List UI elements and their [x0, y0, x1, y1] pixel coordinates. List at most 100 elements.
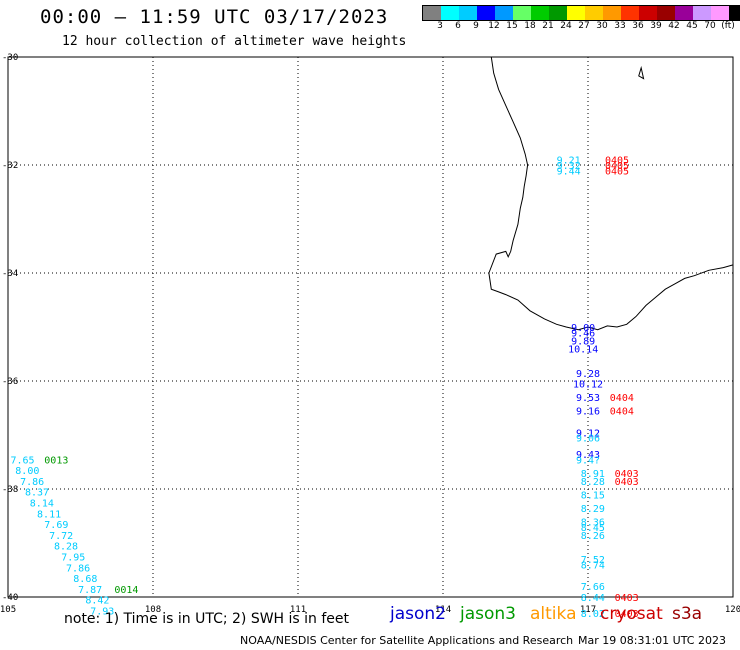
colorbar-tick: 18: [524, 21, 536, 31]
lon-tick-label: 120: [725, 605, 740, 615]
wave-height-label: 8.14: [30, 499, 54, 510]
legend-jason2: jason2: [390, 604, 446, 624]
lat-tick-label: -38: [2, 485, 18, 495]
wave-height-label: 7.65: [10, 455, 34, 466]
wave-height-label: 0013: [44, 455, 68, 466]
generation-timestamp: Mar 19 08:31:01 UTC 2023: [578, 634, 726, 647]
wave-height-label: 9.12: [576, 428, 600, 439]
colorbar-swatch: [675, 6, 693, 20]
colorbar-tick: 9: [473, 21, 479, 31]
colorbar-swatch: [693, 6, 711, 20]
wave-height-label: 9.32: [557, 161, 581, 172]
colorbar-tick: 6: [455, 21, 461, 31]
wave-height-colorbar: [422, 5, 740, 21]
colorbar-swatch: [657, 6, 675, 20]
colorbar-tick: 39: [650, 21, 662, 31]
colorbar-swatch: [639, 6, 657, 20]
colorbar-tick: 12: [488, 21, 500, 31]
lat-tick-label: -34: [2, 269, 18, 279]
wave-height-label: 0403: [615, 593, 639, 604]
colorbar-tick: 70: [704, 21, 716, 31]
colorbar-tick: 30: [596, 21, 608, 31]
lon-tick-label: 111: [290, 605, 306, 615]
legend-altika: altika: [530, 604, 577, 624]
wave-height-label: 8.45: [581, 523, 605, 534]
legend-cryosat: cryosat: [600, 604, 663, 624]
wave-height-label: 0403: [615, 609, 639, 620]
colorbar-swatch: [513, 6, 531, 20]
wave-height-label: 8.91: [581, 469, 605, 480]
wave-height-label: 8.68: [73, 574, 97, 585]
colorbar-swatch: [603, 6, 621, 20]
colorbar-swatch: [531, 6, 549, 20]
legend-s3a: s3a: [672, 604, 703, 624]
colorbar-swatch: [711, 6, 729, 20]
colorbar-swatch: [729, 6, 740, 20]
colorbar-tick: 45: [686, 21, 698, 31]
chart-subtitle: 12 hour collection of altimeter wave hei…: [62, 34, 407, 49]
wave-height-label: 0405: [605, 161, 629, 172]
wave-height-label: 8.44: [581, 593, 605, 604]
colorbar-swatch: [585, 6, 603, 20]
lon-tick-label: 105: [0, 605, 16, 615]
wave-height-label: 7.93: [90, 607, 114, 618]
wave-height-label: 9.21: [557, 156, 581, 167]
wave-height-label: 7.72: [49, 531, 73, 542]
legend-jason3: jason3: [460, 604, 516, 624]
wave-height-label: 0403: [615, 469, 639, 480]
lat-tick-label: -30: [2, 53, 18, 63]
wave-height-label: 9.44: [557, 166, 581, 177]
wave-height-label: 0403: [615, 477, 639, 488]
colorbar-swatch: [423, 6, 441, 20]
colorbar-tick: (ft): [721, 21, 735, 31]
colorbar-swatch: [549, 6, 567, 20]
wave-height-label: 9.89: [571, 337, 595, 348]
wave-height-label: 8.74: [581, 561, 605, 572]
footer-note: note: 1) Time is in UTC; 2) SWH is in fe…: [64, 611, 350, 627]
coastline: [488, 56, 734, 331]
colorbar-swatch: [477, 6, 495, 20]
wave-height-label: 9.4?: [576, 455, 600, 466]
wave-height-label: 9.16: [576, 407, 600, 418]
wave-height-label: 9.28: [576, 369, 600, 380]
wave-height-label: 8.37: [25, 488, 49, 499]
lon-tick-label: 117: [580, 605, 596, 615]
wave-height-label: 8.15: [581, 490, 605, 501]
wave-height-label: 0404: [610, 393, 634, 404]
wave-height-label: 8.00: [15, 466, 39, 477]
lat-tick-label: -40: [2, 593, 18, 603]
colorbar-tick: 15: [506, 21, 518, 31]
colorbar-tick: 36: [632, 21, 644, 31]
colorbar-tick: 27: [578, 21, 590, 31]
wave-height-label: 9.53: [576, 393, 600, 404]
wave-height-label: 8.11: [37, 509, 61, 520]
lon-tick-label: 114: [435, 605, 451, 615]
wave-height-label: 9.43: [576, 450, 600, 461]
wave-height-label: 7.95: [61, 553, 85, 564]
wave-height-label: 8.29: [581, 504, 605, 515]
wave-height-label: 10.12: [573, 380, 603, 391]
wave-height-label: 8.42: [85, 596, 109, 607]
wave-height-label: 8.28: [581, 477, 605, 488]
wave-height-label: 7.66: [581, 582, 605, 593]
island: [638, 65, 645, 80]
wave-height-label: 9.06: [576, 434, 600, 445]
lat-tick-label: -32: [2, 161, 18, 171]
wave-height-label: 7.87: [78, 585, 102, 596]
lat-tick-label: -36: [2, 377, 18, 387]
wave-height-label: 7.86: [66, 563, 90, 574]
chart-title: 00:00 – 11:59 UTC 03/17/2023: [40, 6, 389, 28]
colorbar-tick: 42: [668, 21, 680, 31]
colorbar-swatch: [621, 6, 639, 20]
wave-height-label: 0405: [605, 156, 629, 167]
wave-height-label: 8.26: [581, 531, 605, 542]
map-frame: [7, 56, 734, 598]
wave-height-label: 7.69: [44, 520, 68, 531]
wave-height-label: 0014: [114, 585, 138, 596]
wave-height-label: 0404: [610, 407, 634, 418]
colorbar-tick: 21: [542, 21, 554, 31]
wave-height-label: 8.02: [581, 609, 605, 620]
wave-height-label: 8.36: [581, 517, 605, 528]
credit-text: NOAA/NESDIS Center for Satellite Applica…: [240, 634, 574, 647]
colorbar-tick: 33: [614, 21, 626, 31]
